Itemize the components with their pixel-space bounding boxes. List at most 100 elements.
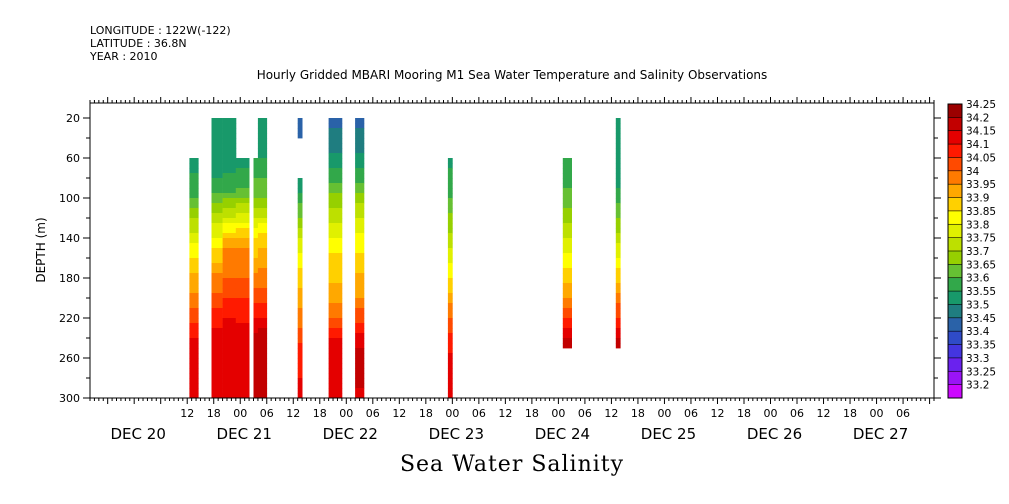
heatmap-cell xyxy=(253,198,259,204)
heatmap-cell xyxy=(211,118,223,124)
heatmap-cell xyxy=(253,388,259,394)
heatmap-cell xyxy=(235,378,250,384)
colorbar-label: 34.05 xyxy=(966,152,996,164)
heatmap-cell xyxy=(355,128,365,134)
heatmap-cell xyxy=(355,353,365,359)
heatmap-cell xyxy=(253,268,259,274)
heatmap-cell xyxy=(328,333,343,339)
heatmap-cell xyxy=(355,248,365,254)
heatmap-cell xyxy=(222,308,237,314)
heatmap-cell xyxy=(211,123,223,129)
heatmap-cell xyxy=(257,278,268,284)
heatmap-cell xyxy=(615,138,621,144)
heatmap-cell xyxy=(211,253,223,259)
heatmap-cell xyxy=(211,143,223,149)
chart-title: Hourly Gridded MBARI Mooring M1 Sea Wate… xyxy=(256,68,768,82)
heatmap-cell xyxy=(211,213,223,219)
heatmap-cell xyxy=(257,213,268,219)
heatmap-cell xyxy=(328,388,343,394)
heatmap-cell xyxy=(222,143,237,149)
heatmap-cell xyxy=(297,248,303,254)
heatmap-cell xyxy=(211,138,223,144)
heatmap-cell xyxy=(615,143,621,149)
heatmap-cell xyxy=(222,118,237,124)
y-tick-label: 20 xyxy=(66,112,80,125)
heatmap-cell xyxy=(615,218,621,224)
heatmap-cell xyxy=(562,328,572,334)
heatmap-cell xyxy=(447,288,453,294)
heatmap-cell xyxy=(253,298,259,304)
heatmap-cell xyxy=(189,168,199,174)
colorbar-label: 33.2 xyxy=(966,380,989,392)
heatmap-cell xyxy=(257,168,268,174)
heatmap-cell xyxy=(211,288,223,294)
heatmap-cell xyxy=(253,303,259,309)
heatmap-cell xyxy=(562,283,572,289)
heatmap-cell xyxy=(235,288,250,294)
heatmap-cell xyxy=(211,258,223,264)
heatmap-cell xyxy=(222,313,237,319)
heatmap-cell xyxy=(257,268,268,274)
heatmap-cell xyxy=(189,283,199,289)
colorbar-label: 33.85 xyxy=(966,206,996,218)
heatmap-cell xyxy=(257,283,268,289)
heatmap-cell xyxy=(235,213,250,219)
x-day-label: DEC 24 xyxy=(535,425,590,443)
heatmap-cell xyxy=(222,358,237,364)
heatmap-cell xyxy=(615,173,621,179)
heatmap-cell xyxy=(355,263,365,269)
axis-ticks xyxy=(83,97,941,404)
heatmap-cell xyxy=(253,358,259,364)
colorbar-swatch xyxy=(948,157,962,172)
heatmap-cell xyxy=(253,308,259,314)
heatmap-cell xyxy=(222,303,237,309)
colorbar-label: 33.25 xyxy=(966,366,996,378)
heatmap-cell xyxy=(189,368,199,374)
x-day-label: DEC 20 xyxy=(111,425,166,443)
heatmap-cell xyxy=(355,273,365,279)
heatmap-cell xyxy=(328,163,343,169)
x-tick-label: 00 xyxy=(339,407,353,420)
heatmap-cell xyxy=(189,373,199,379)
heatmap-cell xyxy=(222,163,237,169)
heatmap-cell xyxy=(328,318,343,324)
heatmap-cell xyxy=(253,258,259,264)
colorbar-swatch xyxy=(948,384,962,399)
heatmap-cell xyxy=(222,183,237,189)
y-tick-labels: 20 60 100 140 180 220 260 300 xyxy=(59,112,80,405)
heatmap-cell xyxy=(253,163,259,169)
heatmap-cell xyxy=(355,123,365,129)
colorbar-label: 33.35 xyxy=(966,340,996,352)
heatmap-cell xyxy=(222,123,237,129)
longitude-label: LONGITUDE : 122W(-122) xyxy=(90,24,231,37)
colorbar-swatch xyxy=(948,197,962,212)
heatmap-cell xyxy=(189,268,199,274)
heatmap-cell xyxy=(562,293,572,299)
heatmap-cell xyxy=(615,243,621,249)
heatmap-cell xyxy=(211,208,223,214)
heatmap-cell xyxy=(222,338,237,344)
heatmap-cell xyxy=(562,218,572,224)
heatmap-cell xyxy=(447,378,453,384)
heatmap-cell xyxy=(328,263,343,269)
heatmap-cell xyxy=(189,378,199,384)
heatmap-cell xyxy=(355,293,365,299)
heatmap-cell xyxy=(328,258,343,264)
heatmap-cell xyxy=(257,183,268,189)
heatmap-cell xyxy=(222,238,237,244)
heatmap-cell xyxy=(615,298,621,304)
heatmap-cell xyxy=(297,183,303,189)
heatmap-cell xyxy=(355,368,365,374)
heatmap-cell xyxy=(615,183,621,189)
heatmap-cell xyxy=(297,268,303,274)
heatmap-cell xyxy=(189,388,199,394)
heatmap-cell xyxy=(562,163,572,169)
heatmap-cell xyxy=(189,273,199,279)
heatmap-cell xyxy=(355,158,365,164)
x-tick-label: 18 xyxy=(313,407,327,420)
heatmap-cell xyxy=(211,363,223,369)
heatmap-cell xyxy=(328,158,343,164)
heatmap-cell xyxy=(447,383,453,389)
heatmap-cell xyxy=(447,303,453,309)
